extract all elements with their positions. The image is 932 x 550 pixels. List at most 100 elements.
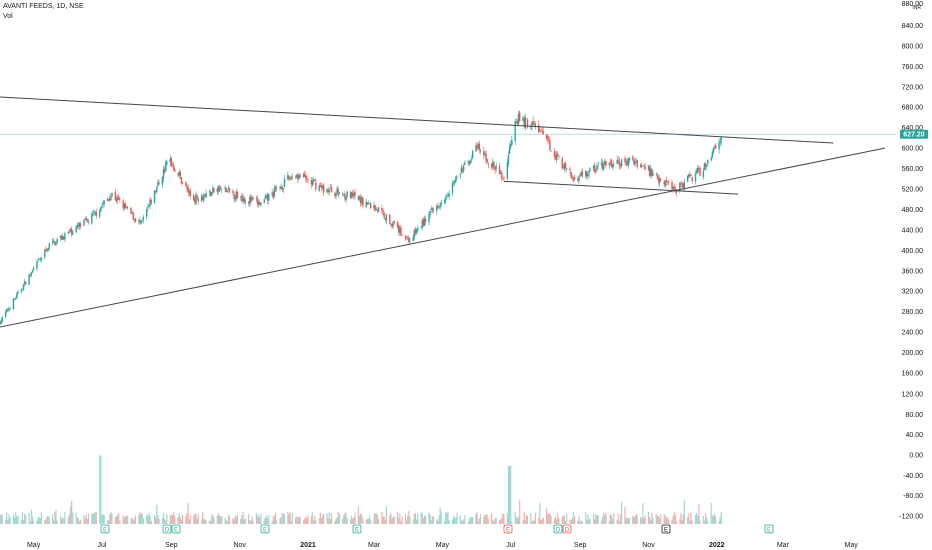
candle-body <box>243 197 245 202</box>
volume-bar <box>114 516 116 524</box>
volume-bar <box>281 513 283 524</box>
volume-bar <box>220 516 222 524</box>
volume-bar <box>15 512 17 524</box>
volume-bar <box>36 520 38 524</box>
price-tick-label: 200.00 <box>902 350 924 357</box>
volume-tick-label: 80.00 <box>905 412 923 419</box>
candle-body <box>268 194 270 201</box>
time-axis[interactable]: May Jul Sep Nov 2021 Mar May Jul Sep Nov 2022 Mar Ma… <box>27 542 858 549</box>
volume-bar <box>626 517 628 524</box>
candle-body <box>79 224 82 227</box>
volume-bar <box>445 511 447 524</box>
candle-body <box>169 158 171 163</box>
candle-body <box>204 194 206 197</box>
trendlines[interactable] <box>0 96 885 328</box>
volume-bar <box>516 518 519 524</box>
candle-body <box>493 162 495 168</box>
volume-bar <box>290 520 292 524</box>
candle-body <box>9 308 11 310</box>
volume-bar <box>463 519 465 524</box>
candle-body <box>110 196 112 201</box>
candle-body <box>639 164 642 168</box>
volume-bar <box>130 518 132 524</box>
candle-body <box>554 155 557 160</box>
candle-body <box>642 165 644 167</box>
candle-body <box>138 220 140 222</box>
volume-bar <box>675 521 678 524</box>
candle-body <box>114 191 117 200</box>
volume-bar <box>673 512 675 524</box>
volume-bar <box>110 511 112 524</box>
candle-body <box>592 165 595 169</box>
volume-bar <box>5 520 7 524</box>
volume-bar <box>660 514 662 524</box>
volume-bar <box>337 511 339 524</box>
symbol-title[interactable]: AVANTI FEEDS, 1D, NSE <box>3 3 84 10</box>
volume-bar <box>408 511 410 524</box>
candle-body <box>133 218 136 220</box>
candle-body <box>485 153 487 161</box>
volume-bar <box>259 517 261 524</box>
candle-body <box>22 284 25 291</box>
volume-bar <box>573 516 576 524</box>
event-marker-label: E <box>664 528 668 534</box>
volume-bar <box>417 513 419 524</box>
candle-body <box>627 159 630 166</box>
time-axis-label: Mar <box>777 542 790 549</box>
candle-body <box>236 191 239 199</box>
candle-body <box>249 197 251 204</box>
volume-bar <box>391 518 393 524</box>
volume-bar <box>472 517 474 524</box>
candle-body <box>218 186 221 192</box>
candle-body <box>712 148 715 153</box>
volume-bar <box>194 513 196 524</box>
candle-body <box>542 130 544 135</box>
candle-body <box>624 158 626 162</box>
volume-bar <box>240 518 242 524</box>
candle-body <box>140 220 142 224</box>
volume-bar <box>377 519 380 524</box>
volume-bar <box>624 507 626 524</box>
candle-body <box>618 161 621 166</box>
volume-bar <box>367 518 370 524</box>
candle-body <box>389 214 391 224</box>
candle-body <box>94 211 96 213</box>
candle-body <box>54 241 56 245</box>
candle-body <box>290 177 292 179</box>
volume-bar <box>276 520 278 524</box>
candle-body <box>525 118 528 120</box>
last-price-label: 627.20 <box>903 132 925 139</box>
candle-body <box>287 175 289 180</box>
candle-body <box>524 117 526 128</box>
candle-body <box>92 213 94 215</box>
volume-bar <box>80 519 82 524</box>
candle-body <box>517 113 520 125</box>
candle-body <box>413 229 416 237</box>
candle-body <box>255 198 258 200</box>
candle-body <box>494 167 496 170</box>
candle-body <box>381 208 383 211</box>
volume-bar <box>358 515 361 524</box>
volume-bar <box>689 520 691 524</box>
candle-body <box>322 184 325 193</box>
candle-body <box>548 136 550 141</box>
volume-bar <box>438 515 440 524</box>
volume-bar <box>123 516 125 524</box>
candle-body <box>483 151 485 155</box>
candle-body <box>634 161 636 165</box>
volume-bar <box>64 512 66 524</box>
candle-body <box>558 155 560 157</box>
volume-bar <box>189 515 191 524</box>
volume-bar <box>538 517 540 524</box>
volume-bar <box>21 511 23 524</box>
event-marker-label: D <box>565 528 570 534</box>
volume-bar <box>478 518 480 524</box>
earnings-marker <box>260 524 270 534</box>
candle-body <box>478 143 481 150</box>
candle-body <box>185 182 187 186</box>
candle-body <box>428 214 430 223</box>
